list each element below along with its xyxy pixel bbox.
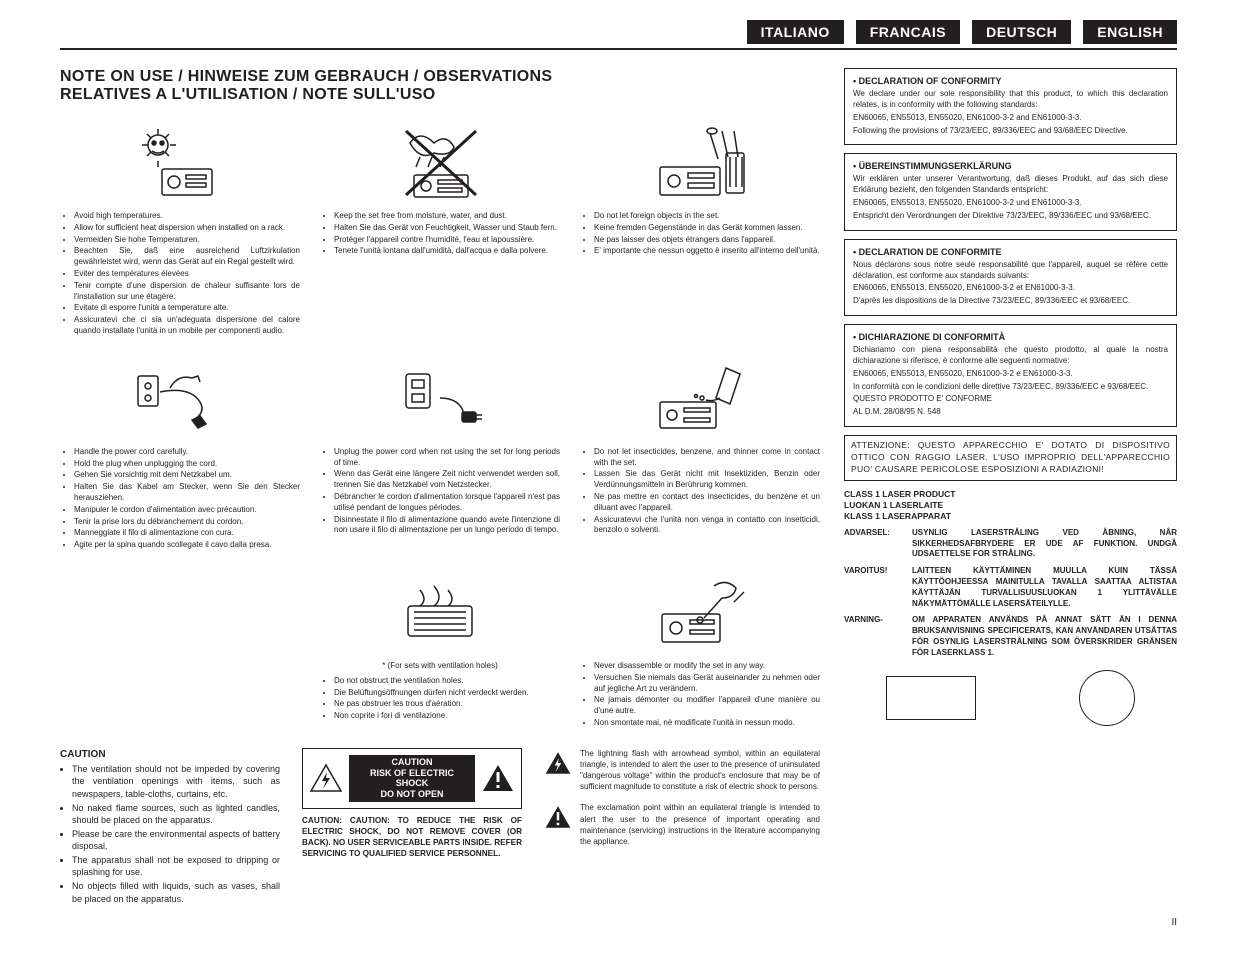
page-number: II	[60, 917, 1177, 928]
power-cord-icon	[60, 356, 300, 441]
bolt-triangle-icon	[309, 763, 343, 793]
lang-it: ITALIANO	[747, 20, 844, 44]
warn-advarsel: ADVARSEL: USYNLIG LASERSTRÅLING VED ÅBNI…	[844, 528, 1177, 560]
cell-cord: Handle the power cord carefully. Hold th…	[60, 356, 300, 552]
empty-cell	[60, 570, 300, 730]
decl-de: • ÜBEREINSTIMMUNGSERKLÄRUNG Wir erklären…	[844, 153, 1177, 230]
left-column: NOTE ON USE / HINWEISE ZUM GEBRAUCH / OB…	[60, 68, 820, 907]
decl-it: • DICHIARAZIONE DI CONFORMITÀ Dichiariam…	[844, 324, 1177, 427]
attenzione-box: ATTENZIONE: QUESTO APPARECCHIO E' DOTATO…	[844, 435, 1177, 481]
cell-moisture: Keep the set free from moisture, water, …	[320, 120, 560, 338]
caution-title: CAUTION	[60, 748, 280, 762]
cell-chemicals: Do not let insecticides, benzene, and th…	[580, 356, 820, 552]
vent-note: * (For sets with ventilation holes)	[320, 661, 560, 672]
unplug-icon	[320, 356, 560, 441]
shock-text: CAUTION RISK OF ELECTRIC SHOCK DO NOT OP…	[349, 755, 475, 802]
warn-varoitus: VAROITUS! LAITTEEN KÄYTTÄMINEN MUULLA KU…	[844, 566, 1177, 609]
cell-7-list: Never disassemble or modify the set in a…	[580, 661, 820, 729]
symbol-row-exclam: The exclamation point within an equilate…	[544, 802, 820, 847]
chemicals-icon	[580, 356, 820, 441]
cell-unplug: Unplug the power cord when not using the…	[320, 356, 560, 552]
cell-4-list: Unplug the power cord when not using the…	[320, 447, 560, 536]
caution-mid: CAUTION RISK OF ELECTRIC SHOCK DO NOT OP…	[302, 748, 522, 859]
cert-logos	[844, 670, 1177, 726]
exclam-triangle-icon	[481, 763, 515, 793]
cell-6-list: Do not obstruct the ventilation holes. D…	[320, 676, 560, 722]
lang-en: ENGLISH	[1083, 20, 1177, 44]
ventilation-icon	[320, 570, 560, 655]
lang-fr: FRANCAIS	[856, 20, 960, 44]
cell-temperature: Avoid high temperatures. Allow for suffi…	[60, 120, 300, 338]
lang-de: DEUTSCH	[972, 20, 1071, 44]
bolt-triangle-icon	[544, 750, 572, 776]
caution-right: The lightning flash with arrowhead symbo…	[544, 748, 820, 858]
decl-en: • DECLARATION OF CONFORMITY We declare u…	[844, 68, 1177, 145]
usage-grid: Avoid high temperatures. Allow for suffi…	[60, 120, 820, 730]
caution-row: CAUTION The ventilation should not be im…	[60, 748, 820, 907]
decl-fr: • DECLARATION DE CONFORMITE Nous déclaro…	[844, 239, 1177, 316]
language-tabs: ITALIANO FRANCAIS DEUTSCH ENGLISH	[60, 20, 1177, 44]
warn-varning: VARNING- OM APPARATEN ANVÄNDS PÅ ANNAT S…	[844, 615, 1177, 658]
cell-0-list: Avoid high temperatures. Allow for suffi…	[60, 211, 300, 337]
caution-left: CAUTION The ventilation should not be im…	[60, 748, 280, 907]
symbol-row-bolt: The lightning flash with arrowhead symbo…	[544, 748, 820, 793]
disassemble-icon	[580, 570, 820, 655]
page-root: ITALIANO FRANCAIS DEUTSCH ENGLISH NOTE O…	[0, 0, 1237, 958]
shock-below: CAUTION: CAUTION: TO REDUCE THE RISK OF …	[302, 815, 522, 859]
cell-ventilation: * (For sets with ventilation holes) Do n…	[320, 570, 560, 730]
sun-amplifier-icon	[60, 120, 300, 205]
cell-foreign: Do not let foreign objects in the set. K…	[580, 120, 820, 338]
cell-1-list: Keep the set free from moisture, water, …	[320, 211, 560, 257]
cell-2-list: Do not let foreign objects in the set. K…	[580, 211, 820, 257]
page-heading: NOTE ON USE / HINWEISE ZUM GEBRAUCH / OB…	[60, 68, 580, 104]
cell-3-list: Handle the power cord carefully. Hold th…	[60, 447, 300, 551]
top-rule	[60, 48, 1177, 50]
shock-box: CAUTION RISK OF ELECTRIC SHOCK DO NOT OP…	[302, 748, 522, 809]
moisture-icon	[320, 120, 560, 205]
laser-class-head: CLASS 1 LASER PRODUCT LUOKAN 1 LASERLAIT…	[844, 489, 1177, 522]
warnings: ADVARSEL: USYNLIG LASERSTRÅLING VED ÅBNI…	[844, 528, 1177, 659]
main-columns: NOTE ON USE / HINWEISE ZUM GEBRAUCH / OB…	[60, 68, 1177, 907]
cell-5-list: Do not let insecticides, benzene, and th…	[580, 447, 820, 536]
cert-mark-icon	[1079, 670, 1135, 726]
class1-laser-label-icon	[886, 676, 976, 720]
foreign-objects-icon	[580, 120, 820, 205]
cell-disassemble: Never disassemble or modify the set in a…	[580, 570, 820, 730]
exclam-triangle-icon	[544, 804, 572, 830]
right-column: • DECLARATION OF CONFORMITY We declare u…	[844, 68, 1177, 726]
